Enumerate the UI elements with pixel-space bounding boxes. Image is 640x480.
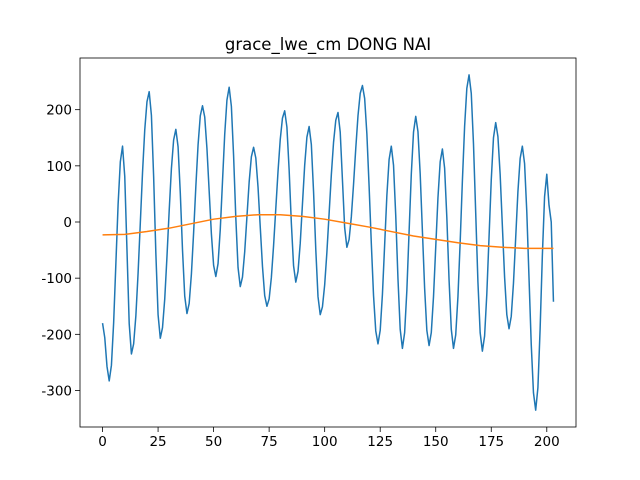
chart-title: grace_lwe_cm DONG NAI <box>225 35 431 55</box>
x-tick-label: 200 <box>534 434 560 450</box>
y-tick-label: 0 <box>63 215 72 231</box>
y-tick-label: -200 <box>41 327 72 343</box>
y-tick-label: 100 <box>46 159 72 175</box>
x-tick-label: 150 <box>423 434 449 450</box>
y-tick-label: -100 <box>41 271 72 287</box>
data-line <box>102 213 554 250</box>
y-tick-label: 200 <box>46 103 72 119</box>
x-tick-label: 50 <box>205 434 222 450</box>
data-line <box>101 74 555 411</box>
x-tick-label: 75 <box>261 434 278 450</box>
y-tick-label: -300 <box>41 383 72 399</box>
x-tick-label: 0 <box>98 434 107 450</box>
x-tick-label: 25 <box>149 434 166 450</box>
x-tick-label: 125 <box>367 434 393 450</box>
x-tick-label: 175 <box>478 434 504 450</box>
plot-frame <box>79 57 577 428</box>
x-tick-label: 100 <box>312 434 338 450</box>
